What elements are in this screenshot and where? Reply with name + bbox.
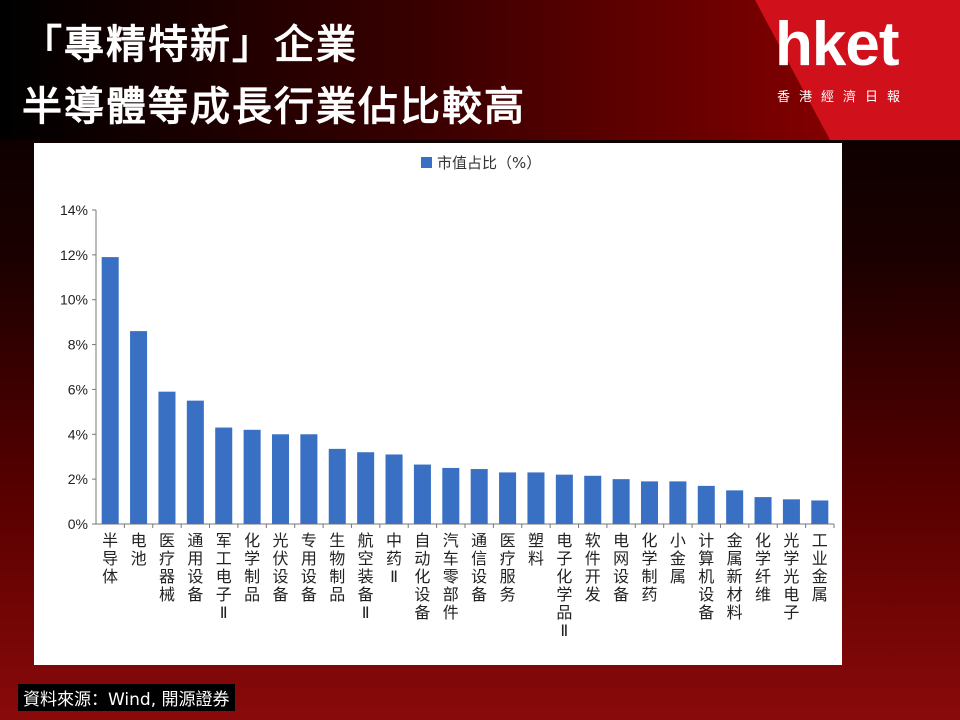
legend-swatch bbox=[421, 157, 432, 168]
x-tick-label: 航空装备 Ⅱ bbox=[358, 531, 374, 622]
y-tick-label: 10% bbox=[60, 292, 88, 308]
chart-panel: 市值占比（%） 0% 2% 4% 6% 8% 10% 12% 14% 半导体 电池 医疗器械 通用设备军… bbox=[34, 143, 842, 665]
bar bbox=[499, 472, 517, 524]
x-tick-label: 软件开发 bbox=[585, 531, 601, 604]
page-title-line2: 半導體等成長行業佔比較高 bbox=[22, 84, 526, 130]
x-tick-label: 计算机设备 bbox=[698, 531, 714, 622]
x-tick-label: 化学纤维 bbox=[755, 531, 771, 604]
bar bbox=[328, 448, 346, 524]
y-tick-label: 4% bbox=[68, 426, 88, 442]
x-tick-label: 电池 bbox=[131, 531, 147, 568]
bar bbox=[584, 475, 602, 524]
x-tick-label: 生物制品 bbox=[329, 531, 345, 604]
x-tick-label: 半导体 bbox=[102, 531, 118, 586]
y-tick-label: 2% bbox=[68, 471, 88, 487]
bar-chart: 市值占比（%） 0% 2% 4% 6% 8% 10% 12% 14% 半导体电池医疗器械通用设备军… bbox=[60, 154, 835, 640]
bar bbox=[697, 485, 715, 524]
bar bbox=[669, 481, 687, 524]
bar bbox=[754, 497, 772, 524]
x-tick-label: 金属新材料 bbox=[727, 531, 743, 622]
y-tick-label: 12% bbox=[60, 247, 88, 263]
bar bbox=[640, 481, 659, 524]
bar bbox=[271, 434, 290, 524]
bar bbox=[101, 257, 119, 524]
bar bbox=[442, 467, 460, 524]
y-tick-label: 0% bbox=[68, 516, 88, 532]
x-tick-label: 电子化学品 Ⅱ bbox=[556, 531, 572, 640]
x-tick-label: 小金属 bbox=[670, 531, 686, 586]
bar bbox=[782, 499, 800, 524]
bar bbox=[357, 452, 375, 524]
x-tick-label: 中药 Ⅱ bbox=[386, 531, 402, 586]
x-tick-label: 专用设备 bbox=[301, 531, 317, 604]
x-tick-label: 自动化设备 bbox=[414, 531, 430, 622]
bar bbox=[385, 454, 403, 524]
bar bbox=[470, 469, 488, 524]
y-tick-label: 6% bbox=[68, 381, 88, 397]
legend-label: 市值占比（%） bbox=[437, 154, 541, 172]
bar bbox=[130, 331, 148, 524]
logo-subtitle: 香港經濟日報 bbox=[777, 90, 910, 105]
y-tick-label: 14% bbox=[60, 202, 88, 218]
x-tick-label: 工业金属 bbox=[812, 531, 828, 604]
x-tick-label: 光学光电子 bbox=[783, 531, 799, 622]
bar bbox=[811, 500, 829, 524]
x-tick-label: 医疗器械 bbox=[159, 531, 175, 604]
x-tick-label: 通用设备 bbox=[187, 531, 203, 604]
bar bbox=[215, 427, 233, 524]
bar bbox=[612, 479, 630, 524]
bar bbox=[555, 474, 573, 524]
bar bbox=[186, 400, 204, 524]
bar bbox=[726, 490, 744, 524]
page-title-line1: 「專精特新」企業 bbox=[22, 22, 358, 68]
source-note: 資料來源：Wind, 開源證券 bbox=[18, 684, 235, 711]
y-tick-label: 8% bbox=[68, 337, 88, 353]
bar bbox=[300, 434, 318, 524]
x-tick-label: 通信设备 bbox=[471, 531, 487, 604]
x-tick-label: 化学制药 bbox=[641, 531, 657, 604]
x-tick-label: 电网设备 bbox=[613, 531, 629, 604]
bar bbox=[243, 429, 261, 524]
x-tick-label: 化学制品 bbox=[244, 531, 260, 604]
bar bbox=[413, 464, 431, 524]
bar bbox=[527, 472, 545, 524]
x-tick-label: 汽车零部件 bbox=[443, 531, 459, 622]
x-tick-label: 军工电子 Ⅱ bbox=[216, 531, 232, 622]
bar bbox=[158, 391, 176, 524]
x-tick-label: 塑料 bbox=[528, 531, 544, 568]
x-tick-label: 医疗服务 bbox=[500, 531, 516, 604]
x-tick-label: 光伏设备 bbox=[272, 531, 288, 604]
hket-logo: hket bbox=[775, 10, 899, 79]
